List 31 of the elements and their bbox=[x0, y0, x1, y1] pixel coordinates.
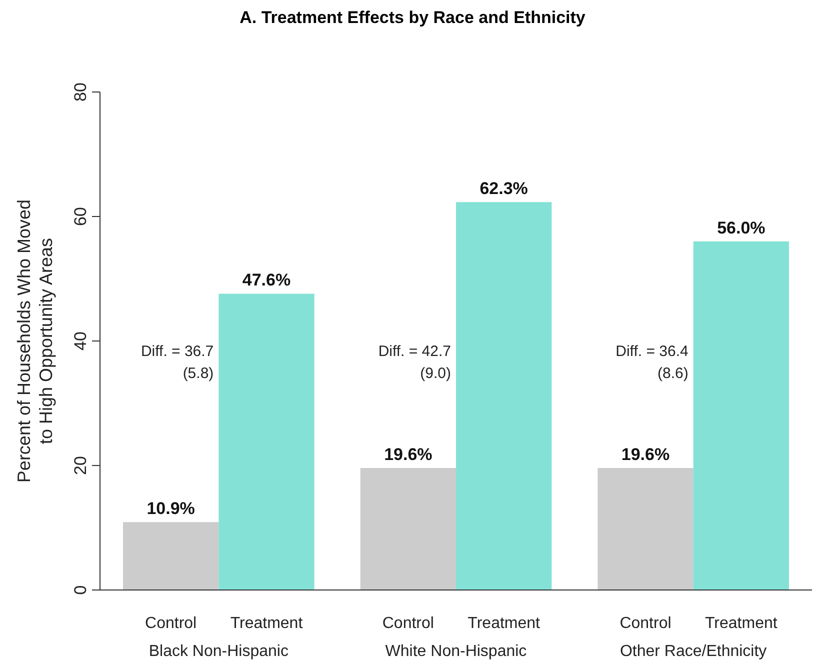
data-label: 10.9% bbox=[146, 499, 195, 518]
y-tick-label: 20 bbox=[71, 456, 90, 475]
series-label: Treatment bbox=[230, 615, 304, 632]
data-label: 47.6% bbox=[242, 270, 291, 290]
y-tick-label: 80 bbox=[71, 82, 90, 102]
y-tick-label: 60 bbox=[71, 207, 90, 226]
annotation: Diff. = 36.7 (5.8) bbox=[140, 342, 214, 382]
x-tick-label: Black Non-Hispanic bbox=[148, 643, 288, 660]
y-tick-label: 40 bbox=[71, 332, 90, 350]
text: Treatment bbox=[468, 615, 540, 632]
bar bbox=[693, 241, 789, 590]
y-tick-label: 0 bbox=[71, 585, 90, 595]
data-label: 56.0% bbox=[717, 218, 766, 238]
bar bbox=[360, 468, 456, 590]
text: Control bbox=[382, 615, 434, 632]
text: Treatment bbox=[705, 615, 778, 632]
data-label: 19.6% bbox=[621, 444, 670, 464]
chart-title: A. Treatment Effects by Race and Ethnicity bbox=[238, 8, 586, 28]
series-label: Control bbox=[145, 615, 197, 632]
bar bbox=[598, 468, 694, 590]
annotation: Diff. = 36.4 (8.6) bbox=[616, 342, 688, 382]
data-label: 62.3% bbox=[480, 179, 528, 198]
annotation: Diff. = 42.7 (9.0) bbox=[378, 342, 452, 382]
bar bbox=[218, 294, 314, 590]
bar bbox=[456, 202, 552, 590]
data-label: 19.6% bbox=[384, 444, 432, 464]
bar bbox=[123, 522, 219, 590]
text: Control bbox=[620, 615, 672, 632]
x-tick-label: Other Race/Ethnicity bbox=[620, 643, 767, 660]
y-axis-title: Percent of Households Who Moved to High Opportunity Areas bbox=[14, 199, 56, 483]
x-tick-label: White Non-Hispanic bbox=[385, 643, 527, 660]
